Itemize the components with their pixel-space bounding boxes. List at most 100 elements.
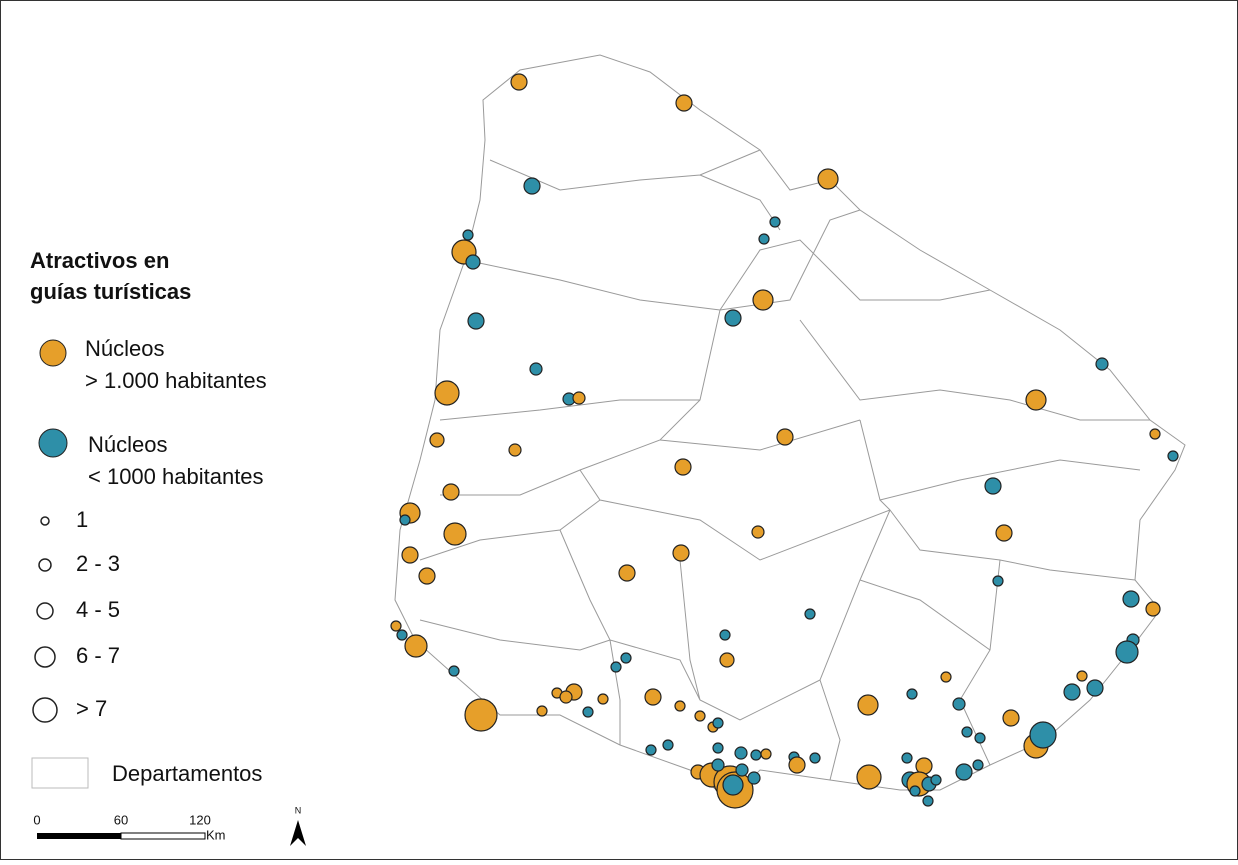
size-swatch xyxy=(38,558,52,572)
site-marker xyxy=(434,380,460,406)
site-marker xyxy=(467,312,485,330)
site-marker xyxy=(952,697,966,711)
site-marker xyxy=(462,229,474,241)
site-marker xyxy=(735,763,749,777)
size-label: 6 - 7 xyxy=(76,643,120,668)
site-marker xyxy=(429,432,445,448)
legend-label: Núcleos xyxy=(85,336,164,361)
site-marker xyxy=(523,177,541,195)
site-marker xyxy=(712,717,724,729)
site-marker xyxy=(758,233,770,245)
site-marker xyxy=(1029,721,1057,749)
site-marker xyxy=(1002,709,1020,727)
site-marker xyxy=(1086,679,1104,697)
size-swatch xyxy=(32,697,58,723)
legend-label: Núcleos xyxy=(88,432,167,457)
site-marker xyxy=(597,693,609,705)
site-marker xyxy=(390,620,402,632)
site-marker xyxy=(992,575,1004,587)
site-marker xyxy=(972,759,984,771)
site-marker xyxy=(1167,450,1179,462)
site-marker xyxy=(448,665,460,677)
site-marker xyxy=(747,771,761,785)
site-marker xyxy=(1025,389,1047,411)
site-marker xyxy=(401,546,419,564)
size-label: 4 - 5 xyxy=(76,597,120,622)
site-marker xyxy=(662,739,674,751)
legend-title: Atractivos en xyxy=(30,248,169,273)
legend-swatch xyxy=(39,339,67,367)
size-label: > 7 xyxy=(76,696,107,721)
site-marker xyxy=(572,391,586,405)
site-marker xyxy=(751,525,765,539)
site-marker xyxy=(804,608,816,620)
site-marker xyxy=(712,742,724,754)
site-marker xyxy=(1145,601,1161,617)
site-marker xyxy=(760,748,772,760)
size-legend: 1 2 - 3 4 - 5 6 - 7 > 7 xyxy=(32,507,120,723)
scale-label: 120 xyxy=(189,812,211,827)
scale-label: 0 xyxy=(33,812,40,827)
department-borders xyxy=(419,149,1150,781)
size-swatch xyxy=(34,646,56,668)
site-marker xyxy=(675,94,693,112)
site-marker xyxy=(399,514,411,526)
site-marker xyxy=(906,688,918,700)
site-marker xyxy=(1063,683,1081,701)
site-marker xyxy=(722,774,744,796)
site-marker xyxy=(724,309,742,327)
site-marker xyxy=(672,544,690,562)
north-label: N xyxy=(295,805,302,815)
legend-label: Departamentos xyxy=(112,761,262,786)
site-marker xyxy=(644,688,662,706)
site-marker xyxy=(404,634,428,658)
site-marker xyxy=(809,752,821,764)
site-marker xyxy=(418,567,436,585)
site-marker xyxy=(719,629,731,641)
site-marker xyxy=(645,744,657,756)
legend-label: > 1.000 habitantes xyxy=(85,368,267,393)
site-marker xyxy=(995,524,1013,542)
site-marker xyxy=(711,758,725,772)
site-marker xyxy=(1149,428,1161,440)
site-marker xyxy=(582,706,594,718)
site-marker xyxy=(674,700,686,712)
site-marker xyxy=(922,795,934,807)
size-swatch xyxy=(36,602,54,620)
legend-title: guías turísticas xyxy=(30,279,191,304)
legend-label: < 1000 habitantes xyxy=(88,464,264,489)
site-marker xyxy=(1095,357,1109,371)
site-marker xyxy=(776,428,794,446)
site-marker xyxy=(955,763,973,781)
site-marker xyxy=(769,216,781,228)
site-marker xyxy=(536,705,548,717)
site-marker xyxy=(734,746,748,760)
site-marker xyxy=(901,752,913,764)
site-marker xyxy=(559,690,573,704)
site-marker xyxy=(442,483,460,501)
site-marker xyxy=(620,652,632,664)
site-marker xyxy=(817,168,839,190)
site-marker xyxy=(510,73,528,91)
site-marker xyxy=(719,652,735,668)
site-marker xyxy=(1122,590,1140,608)
site-marker xyxy=(857,694,879,716)
site-marker xyxy=(788,756,806,774)
site-marker xyxy=(674,458,692,476)
size-label: 2 - 3 xyxy=(76,551,120,576)
site-marker xyxy=(465,254,481,270)
site-marker xyxy=(750,749,762,761)
site-marker xyxy=(961,726,973,738)
site-marker xyxy=(856,764,882,790)
site-marker xyxy=(610,661,622,673)
site-marker xyxy=(443,522,467,546)
scale-label: 60 xyxy=(114,812,128,827)
department-swatch xyxy=(31,757,89,789)
site-marker xyxy=(396,629,408,641)
north-arrow xyxy=(290,820,306,846)
site-marker xyxy=(930,774,942,786)
site-marker xyxy=(618,564,636,582)
